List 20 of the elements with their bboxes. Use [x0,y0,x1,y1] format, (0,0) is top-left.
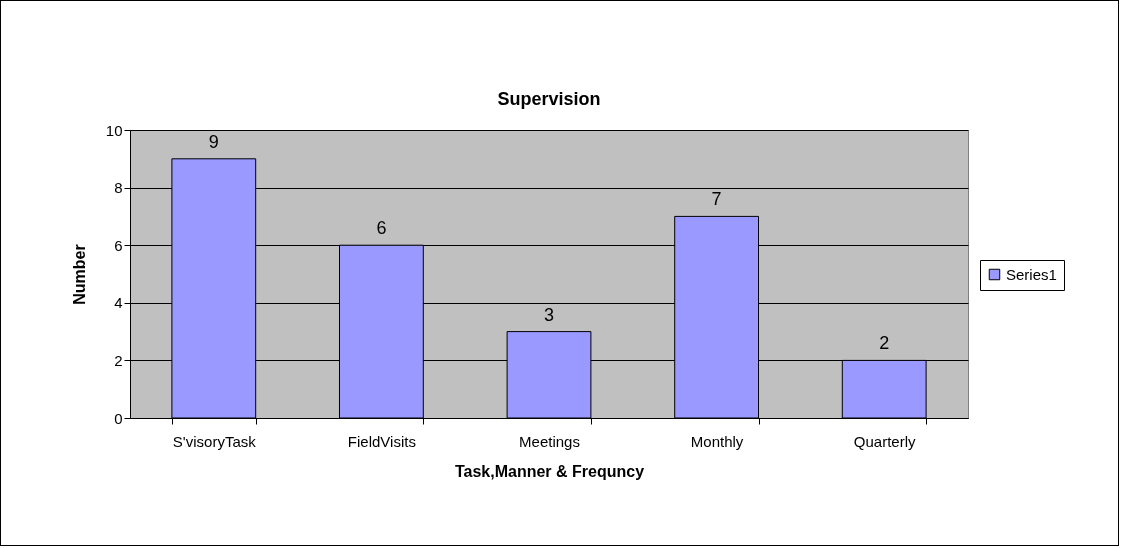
legend-label: Series1 [1006,265,1057,283]
y-tick-label: 8 [114,179,123,197]
x-tick-label: FieldVisits [347,432,416,450]
data-label: 9 [208,131,219,152]
chart-title: Supervision [497,89,601,109]
y-tick-label: 2 [114,351,123,369]
x-tick-label: Quarterly [853,432,917,450]
x-tick-label: Monthly [690,432,744,450]
x-tick-label: S'visoryTask [172,432,257,450]
y-tick-label: 4 [114,294,123,312]
data-label: 6 [376,218,387,239]
data-label: 3 [543,304,555,325]
data-label: 7 [711,189,722,210]
x-tick-label: Meetings [519,432,580,450]
y-tick-label: 0 [114,409,123,427]
x-axis-title: Task,Manner & Frequncy [454,462,645,480]
data-label: 2 [879,333,890,354]
y-axis-title: Number [70,244,88,305]
y-tick-label: 6 [114,236,123,254]
y-tick-label: 10 [105,121,123,139]
